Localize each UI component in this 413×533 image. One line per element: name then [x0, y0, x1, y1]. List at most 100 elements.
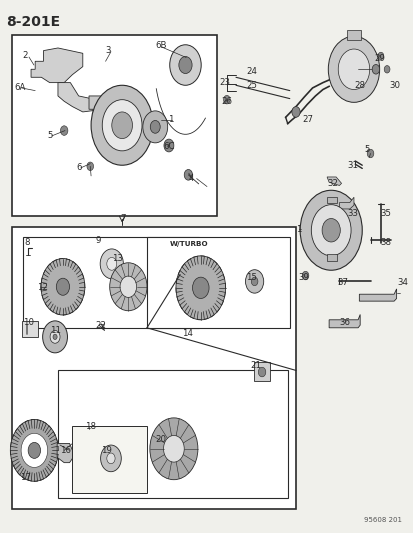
- Circle shape: [41, 259, 85, 315]
- Circle shape: [321, 219, 339, 242]
- Circle shape: [328, 36, 379, 102]
- Polygon shape: [89, 96, 159, 133]
- Text: 27: 27: [301, 116, 313, 124]
- Text: 30: 30: [388, 81, 399, 90]
- Bar: [147, 237, 289, 328]
- Circle shape: [150, 418, 197, 480]
- Polygon shape: [328, 314, 359, 328]
- Circle shape: [192, 277, 209, 298]
- Circle shape: [383, 66, 389, 73]
- Text: 21: 21: [250, 361, 261, 369]
- Text: 1: 1: [295, 225, 301, 233]
- Bar: [346, 30, 361, 40]
- Text: 28: 28: [353, 81, 364, 90]
- Text: 39: 39: [297, 273, 308, 281]
- Text: 19: 19: [101, 446, 112, 455]
- Polygon shape: [326, 177, 341, 185]
- Text: 20: 20: [155, 435, 166, 444]
- Text: 29: 29: [374, 54, 385, 63]
- Text: 13: 13: [112, 254, 123, 263]
- Circle shape: [164, 139, 173, 152]
- Text: 12: 12: [37, 284, 48, 292]
- Text: 95608 201: 95608 201: [363, 518, 401, 523]
- Bar: [12, 35, 217, 216]
- Circle shape: [109, 263, 147, 311]
- Text: 5: 5: [363, 145, 369, 154]
- Text: 6A: 6A: [14, 84, 26, 92]
- Text: 37: 37: [337, 278, 348, 287]
- Bar: [23, 237, 198, 328]
- Text: 17: 17: [20, 473, 31, 481]
- Circle shape: [184, 169, 192, 180]
- Circle shape: [258, 367, 265, 377]
- Bar: [254, 362, 269, 381]
- Text: 5: 5: [47, 132, 53, 140]
- Text: 8: 8: [25, 238, 30, 247]
- Bar: [58, 370, 287, 498]
- Text: 11: 11: [50, 326, 61, 335]
- Text: 18: 18: [85, 422, 96, 431]
- Text: 4: 4: [188, 174, 193, 183]
- Circle shape: [178, 56, 192, 74]
- Text: 22: 22: [95, 321, 106, 329]
- Circle shape: [60, 126, 68, 135]
- Text: 38: 38: [380, 238, 391, 247]
- Text: 10: 10: [23, 318, 34, 327]
- Circle shape: [120, 276, 136, 297]
- Text: 2: 2: [23, 52, 28, 60]
- Bar: [326, 197, 337, 203]
- Circle shape: [337, 49, 369, 90]
- Circle shape: [301, 271, 308, 280]
- Text: 6B: 6B: [155, 41, 166, 50]
- Circle shape: [21, 433, 47, 467]
- Text: 26: 26: [221, 97, 232, 106]
- Text: 25: 25: [246, 81, 257, 90]
- Text: 35: 35: [380, 209, 391, 217]
- Text: 3: 3: [105, 46, 111, 55]
- Text: 23: 23: [219, 78, 230, 87]
- Text: 9: 9: [95, 237, 100, 245]
- Circle shape: [107, 453, 115, 464]
- Circle shape: [176, 256, 225, 320]
- Text: 8-201E: 8-201E: [6, 15, 60, 29]
- Circle shape: [102, 100, 142, 151]
- Circle shape: [150, 120, 160, 133]
- Text: W/TURBO: W/TURBO: [169, 240, 208, 247]
- Polygon shape: [358, 289, 396, 301]
- Text: 16: 16: [60, 446, 71, 455]
- Text: 15: 15: [246, 273, 257, 281]
- Text: 1: 1: [167, 116, 173, 124]
- Circle shape: [107, 257, 116, 270]
- Circle shape: [163, 435, 184, 462]
- Bar: [326, 254, 337, 261]
- Polygon shape: [339, 197, 353, 209]
- Text: 36: 36: [339, 318, 350, 327]
- Polygon shape: [57, 443, 72, 463]
- Circle shape: [28, 442, 40, 458]
- Text: 7: 7: [120, 214, 125, 223]
- Circle shape: [169, 45, 201, 85]
- Polygon shape: [31, 48, 83, 83]
- Bar: [21, 321, 38, 337]
- Circle shape: [100, 445, 121, 472]
- Circle shape: [366, 149, 373, 158]
- Circle shape: [56, 278, 69, 295]
- Circle shape: [299, 190, 361, 270]
- Bar: [12, 227, 295, 509]
- Circle shape: [100, 249, 123, 279]
- Circle shape: [10, 419, 58, 481]
- Circle shape: [50, 330, 60, 343]
- Text: 14: 14: [182, 329, 193, 337]
- Circle shape: [377, 52, 383, 60]
- Circle shape: [223, 95, 230, 104]
- Text: 34: 34: [396, 278, 408, 287]
- Circle shape: [142, 111, 167, 143]
- Circle shape: [43, 321, 67, 353]
- Circle shape: [251, 277, 257, 286]
- Circle shape: [91, 85, 153, 165]
- Circle shape: [245, 270, 263, 293]
- Polygon shape: [58, 83, 124, 112]
- Text: 24: 24: [246, 68, 257, 76]
- Text: 6C: 6C: [163, 142, 175, 151]
- Circle shape: [87, 162, 93, 171]
